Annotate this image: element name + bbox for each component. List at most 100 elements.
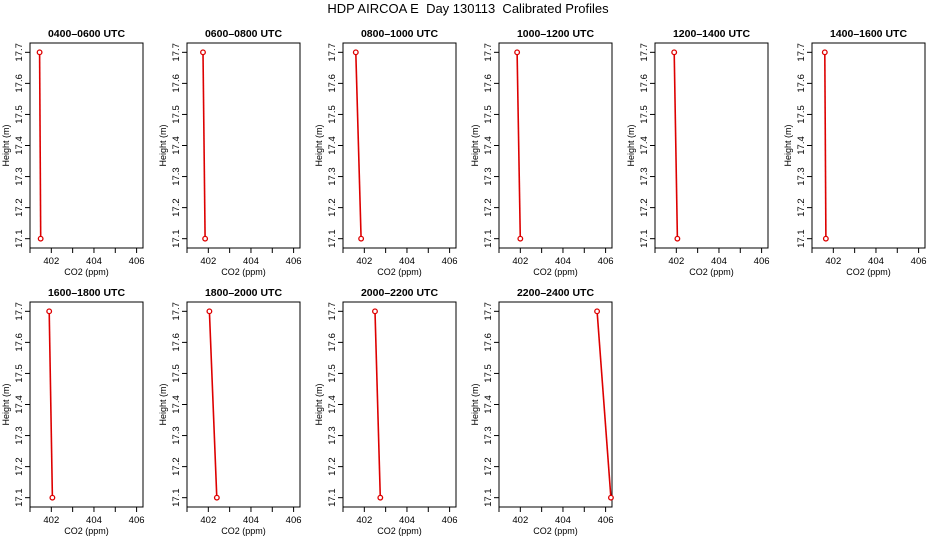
y-tick-label: 17.4 (796, 136, 807, 155)
x-tick-label: 404 (868, 256, 884, 267)
y-axis-label: Height (m) (314, 383, 324, 425)
panel-8: 1800–2000 UTC 402 404 406 17.1 17.2 17.3 17.4 17… (158, 287, 302, 536)
y-tick-label: 17.3 (171, 167, 182, 186)
x-tick-label: 404 (86, 515, 102, 526)
panel-title: 2000–2200 UTC (361, 287, 438, 299)
panel-3: 0800–1000 UTC 402 404 406 17.1 17.2 17.3 17.4 17… (314, 28, 458, 277)
y-tick-label: 17.4 (171, 395, 182, 414)
y-tick-label: 17.3 (14, 426, 25, 445)
y-tick-label: 17.7 (796, 43, 807, 62)
y-tick-label: 17.1 (14, 488, 25, 507)
y-tick-label: 17.3 (796, 167, 807, 186)
y-tick-label: 17.4 (14, 395, 25, 414)
y-tick-label: 17.6 (14, 333, 25, 352)
x-tick-label: 404 (399, 256, 415, 267)
x-axis-label: CO2 (ppm) (221, 526, 266, 536)
x-tick-label: 406 (598, 256, 614, 267)
y-tick-label: 17.3 (483, 426, 494, 445)
x-tick-label: 404 (555, 256, 571, 267)
profile-line (596, 311, 612, 498)
data-point (821, 49, 828, 56)
x-tick-label: 402 (200, 256, 216, 267)
y-axis-label: Height (m) (158, 383, 168, 425)
x-axis-label: CO2 (ppm) (64, 267, 109, 277)
y-tick-label: 17.4 (14, 136, 25, 155)
data-point (674, 235, 681, 242)
y-tick-label: 17.4 (327, 136, 338, 155)
panel-10: 2200–2400 UTC 402 404 406 17.1 17.2 17.3 17.4 17… (470, 287, 614, 536)
plot-frame (811, 42, 926, 249)
panel-title: 1200–1400 UTC (673, 28, 750, 40)
x-tick-label: 402 (825, 256, 841, 267)
y-tick-label: 17.1 (14, 229, 25, 248)
x-tick-label: 406 (598, 515, 614, 526)
panel-title: 1600–1800 UTC (48, 287, 125, 299)
y-tick-label: 17.5 (327, 364, 338, 383)
x-axis-label: CO2 (ppm) (64, 526, 109, 536)
y-tick-label: 17.3 (327, 167, 338, 186)
x-tick-label: 406 (911, 256, 927, 267)
y-tick-label: 17.1 (327, 488, 338, 507)
data-point (607, 494, 614, 501)
data-point (200, 49, 206, 56)
x-axis-label: CO2 (ppm) (533, 526, 578, 536)
y-tick-label: 17.1 (483, 488, 494, 507)
plot-frame (498, 301, 613, 508)
profile-line (208, 311, 218, 498)
data-point (206, 308, 213, 315)
y-tick-label: 17.1 (171, 229, 182, 248)
y-tick-label: 17.5 (639, 105, 650, 124)
data-point (377, 494, 384, 501)
profile-line (48, 311, 54, 498)
y-tick-label: 17.2 (171, 198, 182, 217)
x-tick-label: 402 (43, 515, 59, 526)
y-axis-label: Height (m) (783, 124, 793, 166)
profile-line (374, 311, 382, 498)
x-tick-label: 402 (512, 256, 528, 267)
y-tick-label: 17.7 (327, 302, 338, 321)
y-tick-label: 17.2 (796, 198, 807, 217)
y-axis-label: Height (m) (470, 124, 480, 166)
y-axis-label: Height (m) (1, 383, 11, 425)
y-tick-label: 17.2 (327, 457, 338, 476)
y-tick-label: 17.7 (14, 43, 25, 62)
y-tick-label: 17.7 (171, 302, 182, 321)
y-tick-label: 17.1 (327, 229, 338, 248)
x-tick-label: 406 (442, 515, 458, 526)
y-axis-label: Height (m) (314, 124, 324, 166)
panel-6: 1400–1600 UTC 402 404 406 17.1 17.2 17.3 17.4 17… (783, 28, 927, 277)
x-axis-label: CO2 (ppm) (689, 267, 734, 277)
plot-frame (342, 301, 457, 508)
x-axis-label: CO2 (ppm) (221, 267, 266, 277)
y-axis-label: Height (m) (158, 124, 168, 166)
y-tick-label: 17.5 (483, 364, 494, 383)
x-tick-label: 406 (442, 256, 458, 267)
figure-title: HDP AIRCOA E Day 130113 Calibrated Profi… (327, 1, 609, 16)
y-tick-label: 17.2 (483, 457, 494, 476)
y-tick-label: 17.5 (171, 364, 182, 383)
data-point (36, 49, 43, 56)
panel-2: 0600–0800 UTC 402 404 406 17.1 17.2 17.3 17.4 17… (158, 28, 302, 277)
x-tick-label: 402 (200, 515, 216, 526)
x-tick-label: 402 (43, 256, 59, 267)
y-tick-label: 17.3 (171, 426, 182, 445)
y-tick-label: 17.5 (327, 105, 338, 124)
y-tick-label: 17.2 (327, 198, 338, 217)
y-tick-label: 17.2 (639, 198, 650, 217)
plot-frame (29, 42, 144, 249)
x-tick-label: 402 (356, 256, 372, 267)
y-tick-label: 17.1 (796, 229, 807, 248)
y-tick-label: 17.3 (14, 167, 25, 186)
y-tick-label: 17.6 (171, 333, 182, 352)
y-axis-label: Height (m) (626, 124, 636, 166)
x-tick-label: 402 (512, 515, 528, 526)
y-tick-label: 17.7 (327, 43, 338, 62)
y-tick-label: 17.5 (14, 364, 25, 383)
plot-frame (29, 301, 144, 508)
panel-5: 1200–1400 UTC 402 404 406 17.1 17.2 17.3 17.4 17… (626, 28, 770, 277)
profile-line (673, 52, 679, 239)
panel-1: 0400–0600 UTC 402 404 406 17.1 17.2 17.3 17.4 17… (1, 28, 145, 277)
x-tick-label: 406 (754, 256, 770, 267)
x-tick-label: 406 (129, 256, 145, 267)
y-tick-label: 17.6 (327, 74, 338, 93)
